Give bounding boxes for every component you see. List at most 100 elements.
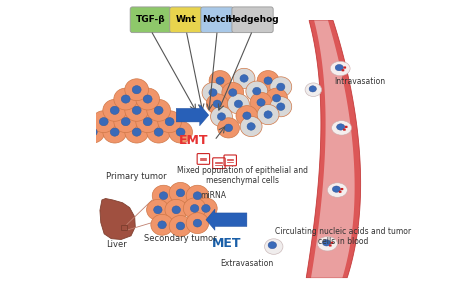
FancyBboxPatch shape xyxy=(343,66,346,69)
Ellipse shape xyxy=(154,206,162,214)
Ellipse shape xyxy=(210,106,232,127)
Text: TGF-β: TGF-β xyxy=(136,15,165,24)
Ellipse shape xyxy=(132,128,141,136)
Ellipse shape xyxy=(110,128,119,136)
FancyBboxPatch shape xyxy=(170,7,202,33)
FancyBboxPatch shape xyxy=(329,244,332,247)
Ellipse shape xyxy=(176,128,185,136)
Ellipse shape xyxy=(246,81,268,101)
Text: Primary tumor: Primary tumor xyxy=(106,172,167,181)
Text: miRNA: miRNA xyxy=(200,191,226,201)
Ellipse shape xyxy=(253,87,261,95)
Ellipse shape xyxy=(213,100,221,108)
Ellipse shape xyxy=(202,82,224,103)
Ellipse shape xyxy=(335,64,343,71)
Ellipse shape xyxy=(264,77,272,84)
Ellipse shape xyxy=(206,94,228,114)
Ellipse shape xyxy=(81,121,105,143)
Ellipse shape xyxy=(125,121,148,143)
Ellipse shape xyxy=(154,128,163,136)
FancyBboxPatch shape xyxy=(345,126,347,128)
Text: Circulating nucleic acids and tumor
cells in blood: Circulating nucleic acids and tumor cell… xyxy=(275,227,411,247)
Ellipse shape xyxy=(136,111,160,133)
Ellipse shape xyxy=(132,85,141,94)
Ellipse shape xyxy=(201,204,210,212)
Polygon shape xyxy=(306,20,361,278)
Ellipse shape xyxy=(270,77,292,97)
Ellipse shape xyxy=(222,82,244,103)
Ellipse shape xyxy=(154,106,163,114)
Text: Secondary tumor: Secondary tumor xyxy=(144,234,217,243)
Ellipse shape xyxy=(277,103,285,110)
Ellipse shape xyxy=(243,112,251,120)
Ellipse shape xyxy=(88,128,97,136)
Ellipse shape xyxy=(114,88,137,110)
Ellipse shape xyxy=(147,99,171,121)
Ellipse shape xyxy=(209,89,217,96)
Ellipse shape xyxy=(132,106,141,114)
Ellipse shape xyxy=(233,68,255,89)
Ellipse shape xyxy=(136,88,160,110)
Ellipse shape xyxy=(165,199,188,220)
Ellipse shape xyxy=(265,88,288,108)
FancyBboxPatch shape xyxy=(343,128,346,131)
FancyBboxPatch shape xyxy=(201,7,234,33)
Ellipse shape xyxy=(328,183,347,197)
Ellipse shape xyxy=(277,83,285,91)
Ellipse shape xyxy=(228,94,249,114)
Ellipse shape xyxy=(257,105,279,125)
Text: Wnt: Wnt xyxy=(176,15,197,24)
Ellipse shape xyxy=(158,111,182,133)
FancyBboxPatch shape xyxy=(339,191,341,193)
FancyArrow shape xyxy=(176,105,209,126)
Ellipse shape xyxy=(273,94,281,102)
Ellipse shape xyxy=(165,118,174,126)
Ellipse shape xyxy=(169,182,192,203)
Ellipse shape xyxy=(257,99,265,106)
Ellipse shape xyxy=(268,242,276,249)
Bar xyxy=(120,225,127,230)
Ellipse shape xyxy=(264,111,272,118)
Text: Intravasation: Intravasation xyxy=(335,77,386,86)
Ellipse shape xyxy=(337,124,345,130)
Ellipse shape xyxy=(264,239,283,254)
Ellipse shape xyxy=(240,116,262,137)
Text: Notch: Notch xyxy=(202,15,232,24)
Ellipse shape xyxy=(114,111,137,133)
FancyBboxPatch shape xyxy=(130,7,172,33)
Ellipse shape xyxy=(183,198,206,219)
Ellipse shape xyxy=(147,121,171,143)
Ellipse shape xyxy=(236,106,258,126)
Ellipse shape xyxy=(121,118,130,126)
Ellipse shape xyxy=(191,204,199,212)
Ellipse shape xyxy=(172,206,181,214)
Ellipse shape xyxy=(186,213,209,233)
Ellipse shape xyxy=(332,121,352,135)
Text: Hedgehog: Hedgehog xyxy=(227,15,278,24)
Ellipse shape xyxy=(158,221,166,229)
FancyBboxPatch shape xyxy=(232,7,273,33)
Ellipse shape xyxy=(193,219,201,227)
Ellipse shape xyxy=(270,97,292,117)
Ellipse shape xyxy=(318,237,337,251)
Text: Liver: Liver xyxy=(107,239,127,248)
Ellipse shape xyxy=(234,100,243,108)
FancyBboxPatch shape xyxy=(342,69,344,71)
Ellipse shape xyxy=(146,199,169,220)
Ellipse shape xyxy=(176,189,185,197)
Ellipse shape xyxy=(193,192,201,200)
Ellipse shape xyxy=(169,216,192,236)
Ellipse shape xyxy=(151,214,173,235)
Ellipse shape xyxy=(240,75,248,82)
Polygon shape xyxy=(311,20,355,278)
FancyBboxPatch shape xyxy=(331,242,333,244)
Ellipse shape xyxy=(250,92,272,112)
Ellipse shape xyxy=(92,111,116,133)
Text: MET: MET xyxy=(212,237,242,250)
Ellipse shape xyxy=(332,186,340,192)
Ellipse shape xyxy=(228,89,237,96)
Ellipse shape xyxy=(176,222,185,230)
Ellipse shape xyxy=(216,77,224,84)
FancyArrow shape xyxy=(206,209,247,230)
Ellipse shape xyxy=(169,121,192,143)
